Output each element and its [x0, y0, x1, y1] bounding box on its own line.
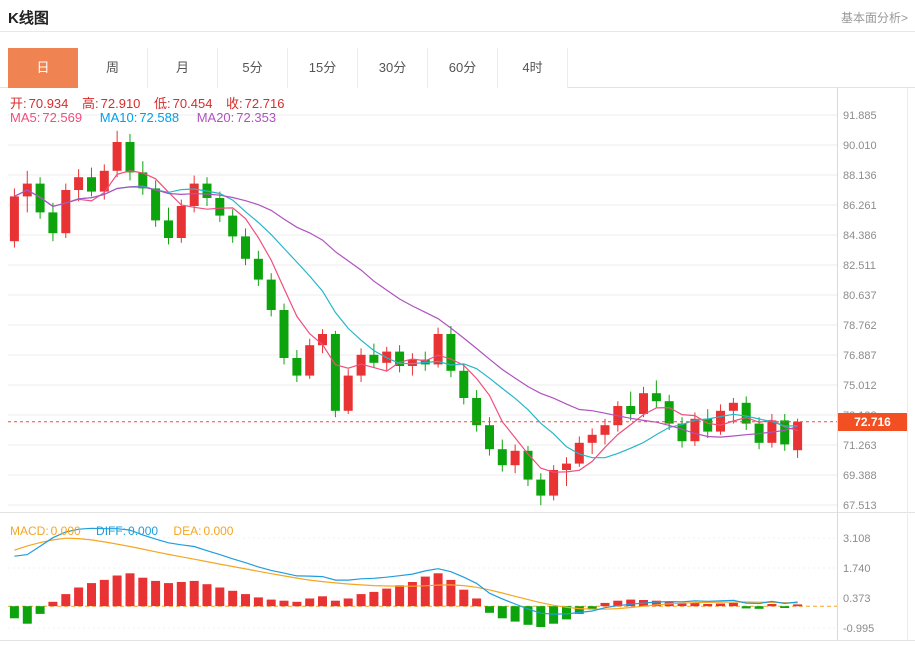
macd-label: MACD:: [10, 524, 49, 538]
svg-text:84.386: 84.386: [843, 230, 877, 242]
ma20-label: MA20:: [196, 110, 235, 125]
period-tabbar: 日 周 月 5分 15分 30分 60分 4时: [0, 48, 915, 88]
svg-text:86.261: 86.261: [843, 200, 877, 212]
dea-label: DEA:: [173, 524, 202, 538]
tab-15min[interactable]: 15分: [288, 48, 358, 88]
open-value: 70.934: [28, 96, 69, 111]
svg-text:88.136: 88.136: [843, 170, 877, 182]
macd-readout: MACD: 0.000 DIFF: 0.000 DEA: 0.000: [10, 524, 245, 538]
low-value: 70.454: [172, 96, 213, 111]
tab-week[interactable]: 周: [78, 48, 148, 88]
tab-month[interactable]: 月: [148, 48, 218, 88]
high-label: 高:: [82, 96, 99, 111]
tab-60min[interactable]: 60分: [428, 48, 498, 88]
last-price-badge: 72.716: [838, 413, 907, 431]
panel-divider: [0, 512, 915, 513]
svg-text:3.108: 3.108: [843, 533, 871, 545]
page-title: K线图: [8, 10, 49, 27]
chart-right-border: [907, 88, 908, 640]
y-axis-divider: [837, 88, 838, 640]
tab-day[interactable]: 日: [8, 48, 78, 88]
fundamental-analysis-link[interactable]: 基本面分析>: [840, 11, 908, 25]
svg-text:69.388: 69.388: [843, 470, 877, 482]
ma5-label: MA5:: [10, 110, 41, 125]
low-label: 低:: [154, 96, 171, 111]
close-label: 收:: [226, 96, 243, 111]
open-label: 开:: [10, 96, 27, 111]
diff-value: 0.000: [128, 524, 159, 538]
svg-text:75.012: 75.012: [843, 380, 877, 392]
svg-text:1.740: 1.740: [843, 563, 871, 575]
svg-text:-0.995: -0.995: [843, 623, 874, 635]
high-value: 72.910: [100, 96, 141, 111]
close-value: 72.716: [244, 96, 285, 111]
ma10-value: 72.588: [139, 110, 180, 125]
macd-value: 0.000: [50, 524, 81, 538]
tab-4hour[interactable]: 4时: [498, 48, 568, 88]
ma5-value: 72.569: [42, 110, 83, 125]
ma20-value: 72.353: [236, 110, 277, 125]
svg-text:67.513: 67.513: [843, 500, 877, 512]
ma10-label: MA10:: [99, 110, 138, 125]
svg-text:71.263: 71.263: [843, 440, 877, 452]
macd-chart[interactable]: 3.108 1.740 0.373 -0.995: [0, 520, 915, 640]
svg-text:91.885: 91.885: [843, 110, 877, 122]
svg-text:0.373: 0.373: [843, 593, 871, 605]
svg-text:90.010: 90.010: [843, 140, 877, 152]
svg-text:76.887: 76.887: [843, 350, 877, 362]
svg-text:82.511: 82.511: [843, 260, 876, 272]
svg-text:80.637: 80.637: [843, 290, 877, 302]
ma-readout: MA5: 72.569 MA10: 72.588 MA20: 72.353: [10, 110, 290, 125]
dea-value: 0.000: [203, 524, 234, 538]
tab-5min[interactable]: 5分: [218, 48, 288, 88]
chart-bottom-border: [0, 640, 915, 641]
ohlc-readout: 开: 70.934 高: 72.910 低: 70.454 收: 72.716: [10, 93, 294, 112]
header: K线图 基本面分析>: [0, 0, 915, 32]
diff-label: DIFF:: [96, 524, 127, 538]
svg-text:78.762: 78.762: [843, 320, 877, 332]
tab-30min[interactable]: 30分: [358, 48, 428, 88]
candlestick-chart[interactable]: 91.885 90.010 88.136 86.261 84.386 82.511 80.6…: [0, 88, 915, 512]
